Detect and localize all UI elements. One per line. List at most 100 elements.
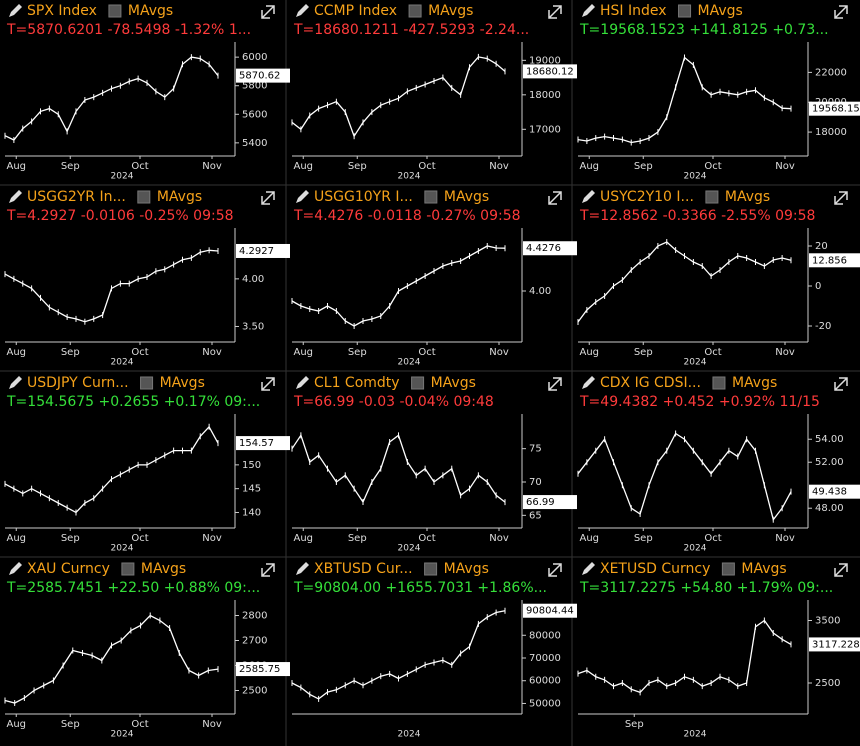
edit-icon[interactable] xyxy=(296,4,309,17)
last-value-box xyxy=(809,637,860,652)
mavgs-checkbox[interactable] xyxy=(678,4,692,18)
ticker[interactable]: XBTUSD Cur... xyxy=(314,561,413,577)
x-tick-label: Nov xyxy=(202,533,222,544)
ticker[interactable]: USYC2Y10 I... xyxy=(600,189,694,205)
edit-icon[interactable] xyxy=(296,190,309,203)
x-tick-label: Oct xyxy=(418,161,435,172)
y-tick-label: 20 xyxy=(815,241,828,252)
x-tick-label: Nov xyxy=(489,533,509,544)
mavgs-label[interactable]: MAvgs xyxy=(698,3,743,19)
edit-icon[interactable] xyxy=(582,562,595,575)
expand-icon[interactable] xyxy=(548,563,562,577)
expand-icon[interactable] xyxy=(548,191,562,205)
ticker[interactable]: XETUSD Curncy xyxy=(600,561,710,577)
expand-icon[interactable] xyxy=(261,191,275,205)
x-tick-label: Sep xyxy=(348,347,367,358)
expand-icon[interactable] xyxy=(548,377,562,391)
edit-icon[interactable] xyxy=(9,562,22,575)
ticker[interactable]: USDJPY Curn... xyxy=(27,375,129,391)
x-tick-label: Aug xyxy=(579,161,599,172)
x-tick-label: Sep xyxy=(348,533,367,544)
edit-icon[interactable] xyxy=(9,4,22,17)
ticker[interactable]: USGG2YR In... xyxy=(27,189,126,205)
x-tick-label: Aug xyxy=(6,161,26,172)
ticker[interactable]: SPX Index xyxy=(27,3,97,19)
edit-icon[interactable] xyxy=(9,376,22,389)
mavgs-label[interactable]: MAvgs xyxy=(428,3,473,19)
mavgs-checkbox[interactable] xyxy=(721,562,735,576)
x-tick-label: Oct xyxy=(704,347,721,358)
x-tick-label: Aug xyxy=(293,347,313,358)
expand-icon[interactable] xyxy=(261,5,275,19)
mavgs-checkbox[interactable] xyxy=(140,376,154,390)
last-value-box xyxy=(236,662,290,677)
mavgs-label[interactable]: MAvgs xyxy=(157,189,202,205)
edit-icon[interactable] xyxy=(582,376,595,389)
mavgs-checkbox[interactable] xyxy=(424,562,438,576)
ticker[interactable]: HSI Index xyxy=(600,3,667,19)
edit-icon[interactable] xyxy=(582,4,595,17)
mavgs-label[interactable]: MAvgs xyxy=(128,3,173,19)
edit-icon[interactable] xyxy=(296,376,309,389)
chart-panel: SPX Index MAvgs T=5870.6201 -78.5498 -1.32… xyxy=(4,3,290,182)
mavgs-label[interactable]: MAvgs xyxy=(431,375,476,391)
y-tick-label: 6000 xyxy=(242,52,267,63)
mavgs-label[interactable]: MAvgs xyxy=(741,561,786,577)
mavgs-label[interactable]: MAvgs xyxy=(444,189,489,205)
expand-icon[interactable] xyxy=(834,377,848,391)
ticker[interactable]: USGG10YR I... xyxy=(314,189,413,205)
x-tick-label: Oct xyxy=(131,347,148,358)
mavgs-checkbox[interactable] xyxy=(424,190,438,204)
y-tick-label: 3500 xyxy=(815,616,840,627)
expand-icon[interactable] xyxy=(834,5,848,19)
mavgs-checkbox[interactable] xyxy=(137,190,151,204)
mavgs-checkbox[interactable] xyxy=(108,4,122,18)
y-tick-label: 22000 xyxy=(815,67,847,78)
x-tick-label: Oct xyxy=(131,719,148,730)
edit-icon[interactable] xyxy=(582,190,595,203)
mavgs-label[interactable]: MAvgs xyxy=(160,375,205,391)
expand-icon[interactable] xyxy=(834,563,848,577)
edit-icon[interactable] xyxy=(296,562,309,575)
chart-panel: XAU Curncy MAvgs T=2585.7451 +22.50 +0.88%… xyxy=(4,561,290,740)
mavgs-checkbox[interactable] xyxy=(411,376,425,390)
x-tick-label: Oct xyxy=(131,533,148,544)
x-tick-label: Nov xyxy=(202,719,222,730)
y-tick-label: 19000 xyxy=(529,55,561,66)
expand-icon[interactable] xyxy=(261,563,275,577)
mavgs-label[interactable]: MAvgs xyxy=(141,561,186,577)
last-value-box xyxy=(809,484,860,499)
chart-panel: USGG10YR I... MAvgs T=4.4276 -0.0118 -0.27… xyxy=(291,189,577,368)
y-tick-label: 18000 xyxy=(529,90,561,101)
last-value-label: 12.856 xyxy=(812,255,847,266)
x-tick-label: Sep xyxy=(61,161,80,172)
mavgs-checkbox[interactable] xyxy=(408,4,422,18)
ticker[interactable]: CCMP Index xyxy=(314,3,397,19)
mavgs-label[interactable]: MAvgs xyxy=(732,375,777,391)
mavgs-checkbox[interactable] xyxy=(121,562,135,576)
ticker[interactable]: CDX IG CDSI... xyxy=(600,375,701,391)
y-tick-label: 17000 xyxy=(529,124,561,135)
ticker[interactable]: XAU Curncy xyxy=(27,561,110,577)
x-tick-label: Sep xyxy=(348,161,367,172)
edit-icon[interactable] xyxy=(9,190,22,203)
y-tick-label: 54.00 xyxy=(815,434,844,445)
mavgs-label[interactable]: MAvgs xyxy=(444,561,489,577)
x-tick-label: Aug xyxy=(293,161,313,172)
expand-icon[interactable] xyxy=(834,191,848,205)
ticker[interactable]: CL1 Comdty xyxy=(314,375,400,391)
y-tick-label: 4.00 xyxy=(529,286,551,297)
mavgs-checkbox[interactable] xyxy=(705,190,719,204)
last-value-label: 3117.228 xyxy=(812,639,860,650)
expand-icon[interactable] xyxy=(548,5,562,19)
y-tick-label: 60000 xyxy=(529,676,561,687)
chart-panel: HSI Index MAvgs T=19568.1523 +141.8125 +0.… xyxy=(577,3,860,182)
mavgs-label[interactable]: MAvgs xyxy=(725,189,770,205)
last-value-box xyxy=(523,495,577,510)
chart-panel: USYC2Y10 I... MAvgs T=12.8562 -0.3366 -2.5… xyxy=(577,189,860,368)
expand-icon[interactable] xyxy=(261,377,275,391)
year-label: 2024 xyxy=(111,544,134,554)
y-tick-label: 4.00 xyxy=(242,274,264,285)
mavgs-checkbox[interactable] xyxy=(712,376,726,390)
